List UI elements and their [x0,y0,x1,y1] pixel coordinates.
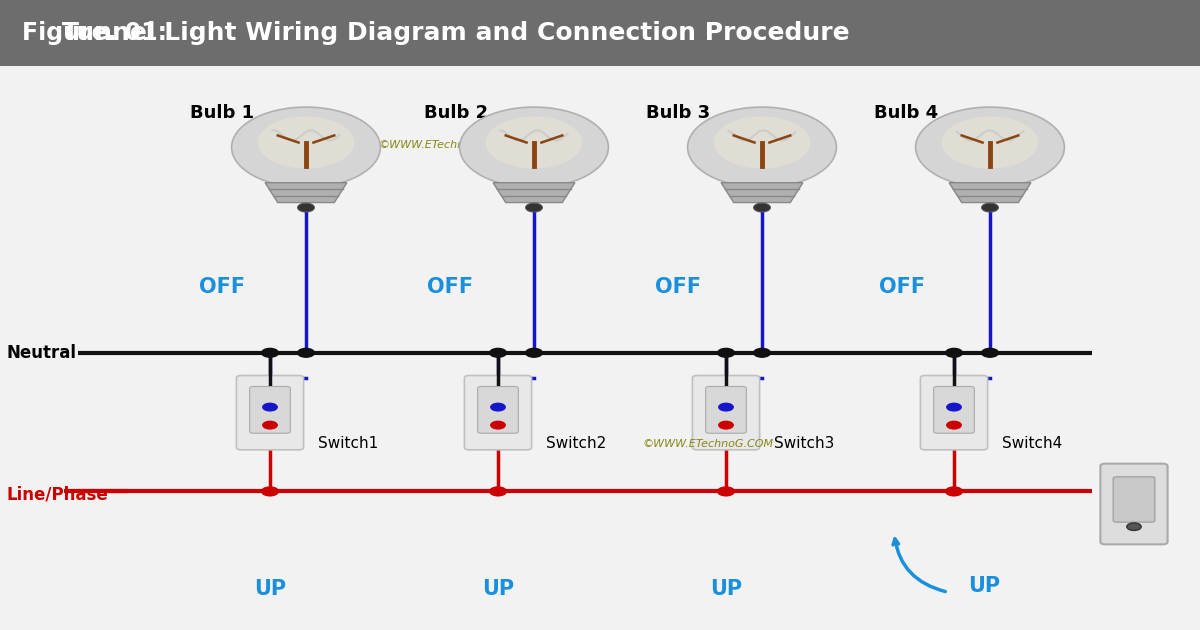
Circle shape [262,348,278,357]
Circle shape [262,487,278,496]
Polygon shape [949,183,1031,203]
Polygon shape [721,183,803,203]
Ellipse shape [942,117,1038,169]
Circle shape [982,348,998,357]
Text: Line/Phase: Line/Phase [6,486,108,503]
Circle shape [490,348,506,357]
Text: OFF: OFF [880,277,925,297]
Text: Tunnel Light Wiring Diagram and Connection Procedure: Tunnel Light Wiring Diagram and Connecti… [62,21,850,45]
Polygon shape [493,183,575,203]
Text: OFF: OFF [655,277,701,297]
Ellipse shape [916,107,1064,188]
Circle shape [263,421,277,429]
Circle shape [491,421,505,429]
Text: Switch2: Switch2 [546,437,606,451]
Circle shape [490,487,506,496]
FancyBboxPatch shape [934,387,974,433]
Text: UP: UP [482,579,514,599]
Text: ©WWW.ETechnoG.COM: ©WWW.ETechnoG.COM [378,140,510,150]
FancyBboxPatch shape [1100,464,1168,544]
Circle shape [754,203,770,212]
Circle shape [947,421,961,429]
Circle shape [491,403,505,411]
FancyBboxPatch shape [1114,477,1154,522]
Text: Bulb 1: Bulb 1 [190,105,254,122]
Circle shape [526,203,542,212]
Ellipse shape [688,107,836,188]
FancyBboxPatch shape [236,375,304,450]
Ellipse shape [460,107,608,188]
FancyBboxPatch shape [478,387,518,433]
Circle shape [526,348,542,357]
Text: Bulb 3: Bulb 3 [646,105,710,122]
Circle shape [982,203,998,212]
Text: Switch1: Switch1 [318,437,378,451]
FancyBboxPatch shape [0,0,1200,66]
Circle shape [946,487,962,496]
Circle shape [719,421,733,429]
Circle shape [719,403,733,411]
Circle shape [947,403,961,411]
Text: OFF: OFF [427,277,473,297]
Ellipse shape [714,117,810,169]
Text: ©WWW.ETechnoG.COM: ©WWW.ETechnoG.COM [642,439,774,449]
Polygon shape [265,183,347,203]
Text: Neutral: Neutral [6,344,76,362]
Text: Switch4: Switch4 [1002,437,1062,451]
Circle shape [1127,523,1141,530]
Text: Switch3: Switch3 [774,437,834,451]
Text: UP: UP [968,576,1000,596]
FancyBboxPatch shape [464,375,532,450]
FancyBboxPatch shape [692,375,760,450]
Circle shape [298,203,314,212]
Circle shape [718,487,734,496]
Text: Figure. 01:: Figure. 01: [22,21,167,45]
Text: UP: UP [254,579,286,599]
Circle shape [298,348,314,357]
Ellipse shape [232,107,380,188]
FancyBboxPatch shape [250,387,290,433]
Text: OFF: OFF [199,277,245,297]
Circle shape [946,348,962,357]
Circle shape [263,403,277,411]
Text: Bulb 2: Bulb 2 [424,105,488,122]
Circle shape [754,348,770,357]
FancyBboxPatch shape [920,375,988,450]
Text: Bulb 4: Bulb 4 [874,105,938,122]
Circle shape [718,348,734,357]
Ellipse shape [486,117,582,169]
Ellipse shape [258,117,354,169]
FancyBboxPatch shape [706,387,746,433]
Text: UP: UP [710,579,742,599]
